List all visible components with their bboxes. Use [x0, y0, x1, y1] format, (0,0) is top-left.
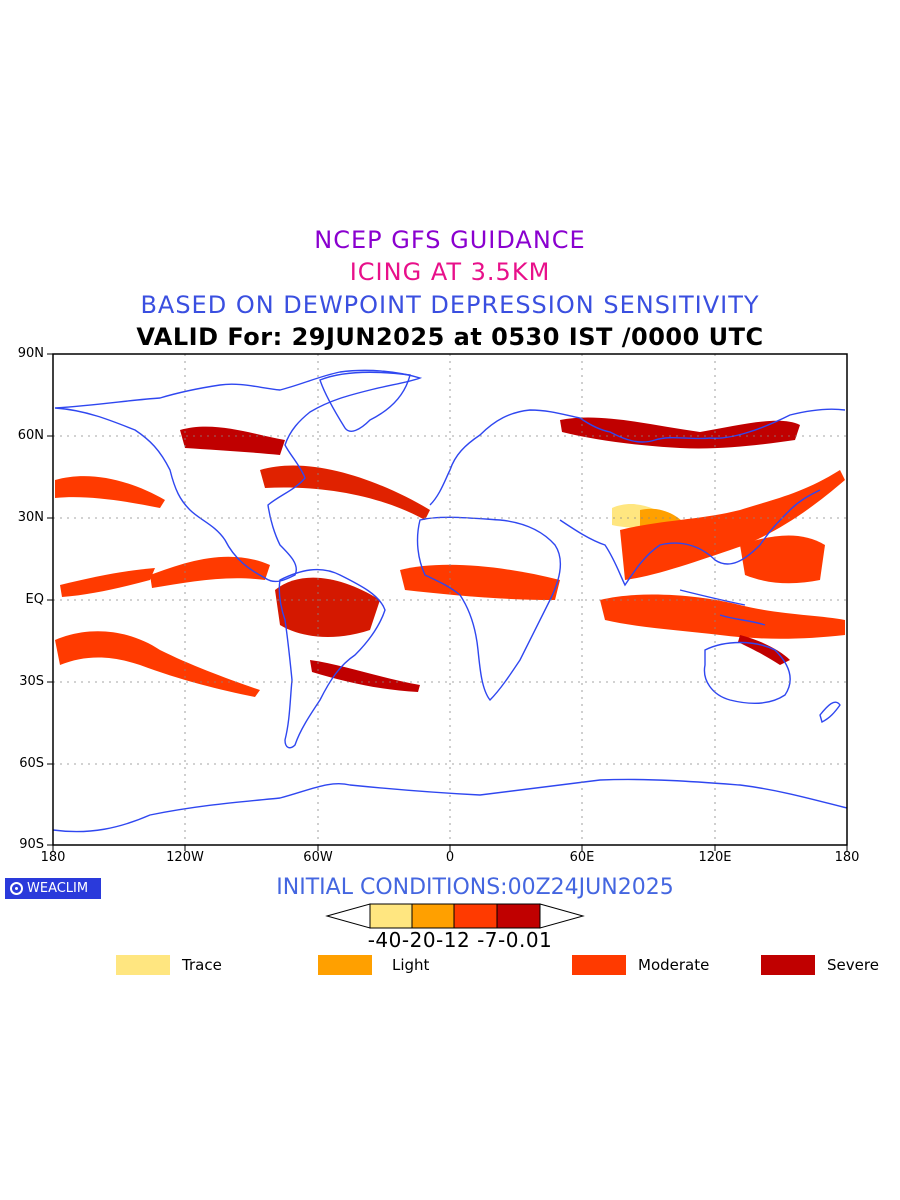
- lon-label-60w: 60W: [303, 850, 333, 865]
- legend-swatch-moderate: [572, 955, 626, 975]
- icing-area-north-atlantic: [260, 465, 430, 520]
- icing-area-tropical-pacific: [60, 568, 155, 597]
- icing-area-central-america: [150, 556, 270, 588]
- icing-area-canada: [180, 426, 285, 455]
- legend-label-moderate: Moderate: [638, 956, 710, 974]
- icing-area-siberia: [560, 417, 800, 449]
- lat-label-60n: 60N: [17, 428, 44, 443]
- lat-label-60s: 60S: [19, 756, 44, 771]
- legend-swatch-light: [318, 955, 372, 975]
- coastline-australia: [703, 641, 791, 704]
- icing-area-asia-moderate: [620, 470, 845, 580]
- coastline-antarctica: [53, 778, 847, 833]
- legend-swatch-trace: [116, 955, 170, 975]
- legend-item-trace: Trace: [116, 955, 222, 975]
- legend-label-trace: Trace: [182, 956, 222, 974]
- lon-label-180e: 180: [834, 850, 860, 865]
- coastline-south-america: [278, 568, 386, 749]
- legend-label-severe: Severe: [827, 956, 879, 974]
- coastline-asia-south: [559, 489, 821, 587]
- lon-label-120w: 120W: [166, 850, 204, 865]
- icing-area-south-atlantic: [310, 660, 420, 692]
- coastline-new-zealand: [819, 701, 841, 724]
- coastline-africa: [416, 516, 562, 702]
- lat-label-90s: 90S: [19, 837, 44, 852]
- lon-label-0: 0: [445, 850, 455, 865]
- lat-label-30s: 30S: [19, 674, 44, 689]
- lat-label-eq: EQ: [25, 592, 44, 607]
- icing-area-south-america: [275, 577, 380, 637]
- icing-area-indian-ocean: [600, 594, 845, 639]
- legend-item-severe: Severe: [761, 955, 879, 975]
- lon-label-60e: 60E: [569, 850, 595, 865]
- icing-field-layer: [55, 417, 845, 697]
- coastline-maritime-continent: [679, 589, 766, 626]
- icing-area-pacific-north: [55, 476, 165, 508]
- icing-area-west-pacific: [740, 535, 825, 584]
- title-line-3: BASED ON DEWPOINT DEPRESSION SENSITIVITY: [140, 291, 760, 319]
- lat-label-90n: 90N: [17, 346, 44, 361]
- legend-item-light: Light: [318, 955, 429, 975]
- valid-time-title: VALID For: 29JUN2025 at 0530 IST /0000 U…: [136, 323, 764, 351]
- lat-label-30n: 30N: [17, 510, 44, 525]
- copyright-icon: [10, 882, 23, 895]
- legend-label-light: Light: [392, 956, 430, 974]
- coastline-europe: [429, 408, 846, 506]
- graticule: [53, 354, 847, 845]
- title-line-1: NCEP GFS GUIDANCE: [314, 226, 586, 254]
- coastline-layer: [53, 369, 847, 833]
- weaclim-logo: WEACLIM: [5, 878, 101, 899]
- colorbar-tick-labels: -40-20-12 -7-0.01: [367, 928, 553, 952]
- coastline-north-america: [54, 369, 423, 583]
- axis-ticks: [47, 353, 848, 851]
- legend-swatch-severe: [761, 955, 815, 975]
- initial-conditions: INITIAL CONDITIONS:00Z24JUN2025: [276, 875, 674, 900]
- lon-label-180w: 180: [40, 850, 66, 865]
- title-line-2: ICING AT 3.5KM: [349, 258, 551, 286]
- coastline-greenland: [319, 371, 411, 432]
- weaclim-label: WEACLIM: [27, 881, 89, 896]
- icing-area-africa: [400, 564, 560, 600]
- icing-area-south-pacific: [55, 631, 260, 697]
- lon-label-120e: 120E: [698, 850, 732, 865]
- legend-item-moderate: Moderate: [572, 955, 709, 975]
